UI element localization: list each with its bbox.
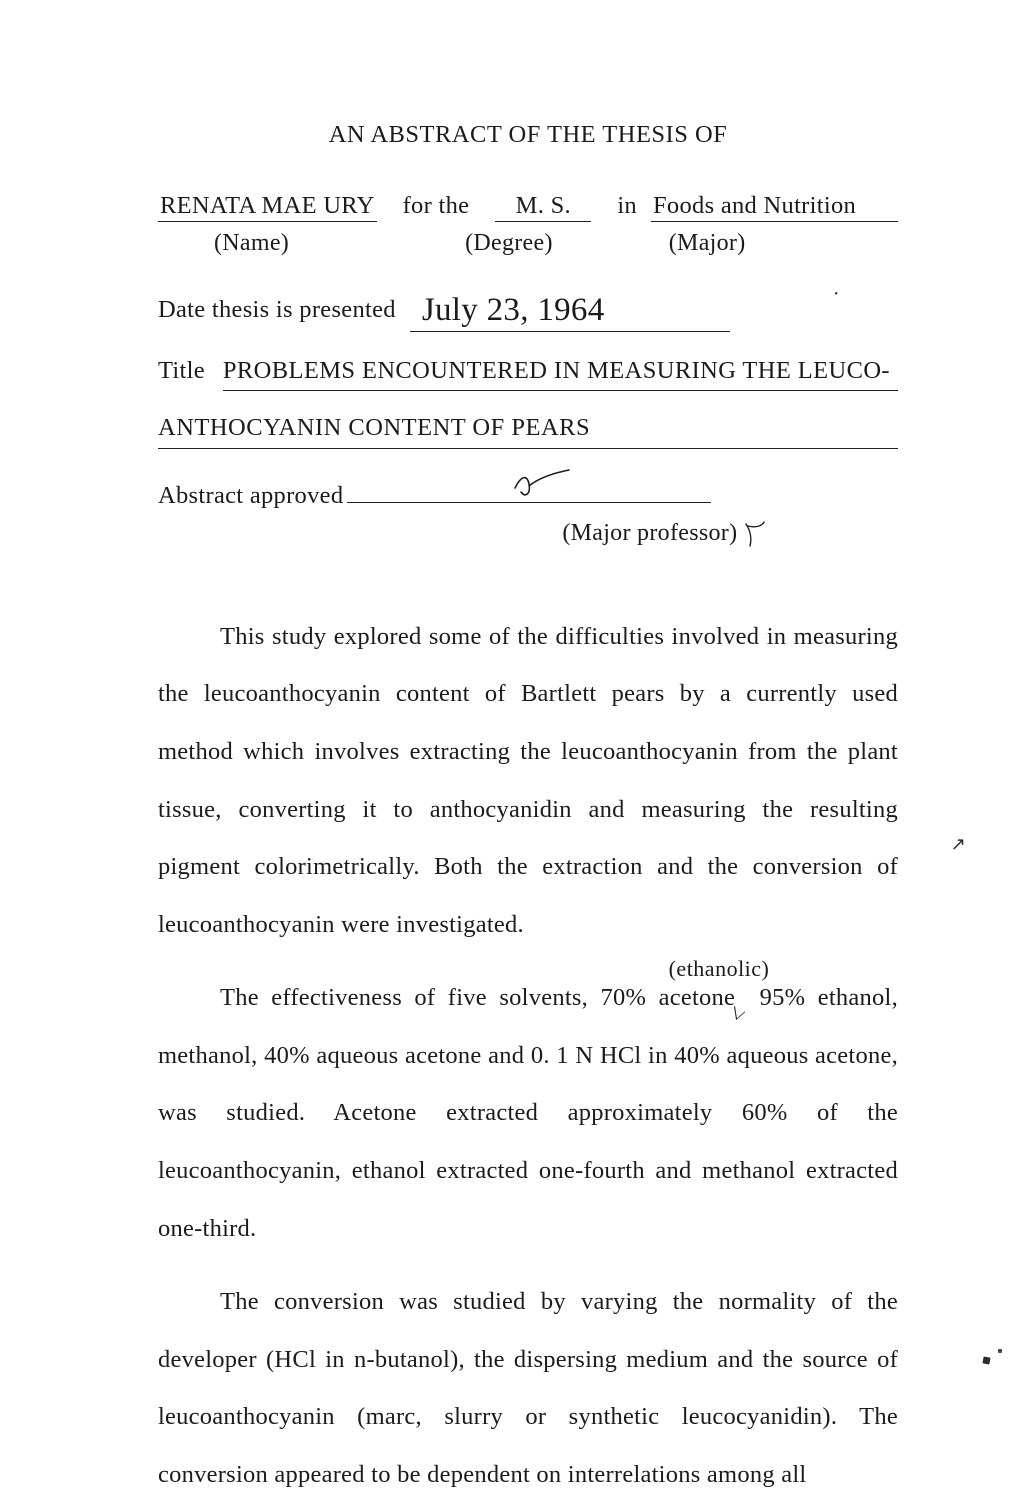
margin-speck2-icon	[998, 1349, 1002, 1353]
paragraph-1-text: This study explored some of the difficul…	[158, 623, 898, 938]
name-sublabel: (Name)	[214, 226, 289, 260]
paragraph-2-post: 95% ethanol, methanol, 40% aqueous aceto…	[158, 984, 898, 1241]
abstract-approved-label: Abstract approved	[158, 479, 343, 514]
title-line-1: PROBLEMS ENCOUNTERED IN MEASURING THE LE…	[223, 354, 898, 392]
date-handwritten: July 23, 1964	[410, 287, 631, 334]
paragraph-3: The conversion was studied by varying th…	[158, 1273, 898, 1503]
major-value: Foods and Nutrition	[651, 193, 898, 222]
paragraph-2: The effectiveness of five solvents, 70% …	[158, 969, 898, 1257]
title-label: Title	[158, 354, 205, 389]
title-row: Title PROBLEMS ENCOUNTERED IN MEASURING …	[158, 354, 898, 392]
title-line-2: ANTHOCYANIN CONTENT OF PEARS	[158, 411, 898, 449]
degree-value: M. S.	[495, 193, 591, 222]
date-label: Date thesis is presented	[158, 293, 396, 328]
author-line: RENATA MAE URY for the M. S. in Foods an…	[158, 189, 898, 224]
signature-line	[347, 480, 711, 503]
paragraph-2-pre: The effectiveness of five solvents, 70% …	[220, 984, 735, 1011]
margin-mark-icon: ↗	[951, 832, 966, 858]
degree-sublabel: (Degree)	[465, 226, 553, 260]
insertion-caret: (ethanolic)	[735, 969, 747, 1027]
major-professor-label: (Major professor)	[426, 516, 898, 550]
date-row: Date thesis is presented July 23, 1964	[158, 284, 898, 332]
date-underline: July 23, 1964	[410, 284, 730, 332]
abstract-approved-row: Abstract approved	[158, 479, 898, 514]
form-block: RENATA MAE URY for the M. S. in Foods an…	[158, 189, 898, 550]
major-professor-text: (Major professor)	[562, 520, 737, 546]
signature-mark-icon	[511, 468, 571, 498]
author-name: RENATA MAE URY	[158, 193, 377, 222]
margin-speck-icon	[982, 1356, 990, 1364]
abstract-heading: AN ABSTRACT OF THE THESIS OF	[158, 118, 898, 153]
paragraph-3-text: The conversion was studied by varying th…	[158, 1288, 898, 1488]
paragraph-1: This study explored some of the difficul…	[158, 608, 898, 953]
for-the-label: for the	[403, 189, 470, 224]
major-sublabel: (Major)	[669, 226, 746, 260]
insertion-text: (ethanolic)	[669, 943, 770, 995]
sublabels-row: (Name) (Degree) (Major)	[158, 226, 898, 260]
in-label: in	[617, 189, 637, 224]
page: AN ABSTRACT OF THE THESIS OF RENATA MAE …	[0, 0, 1020, 1448]
